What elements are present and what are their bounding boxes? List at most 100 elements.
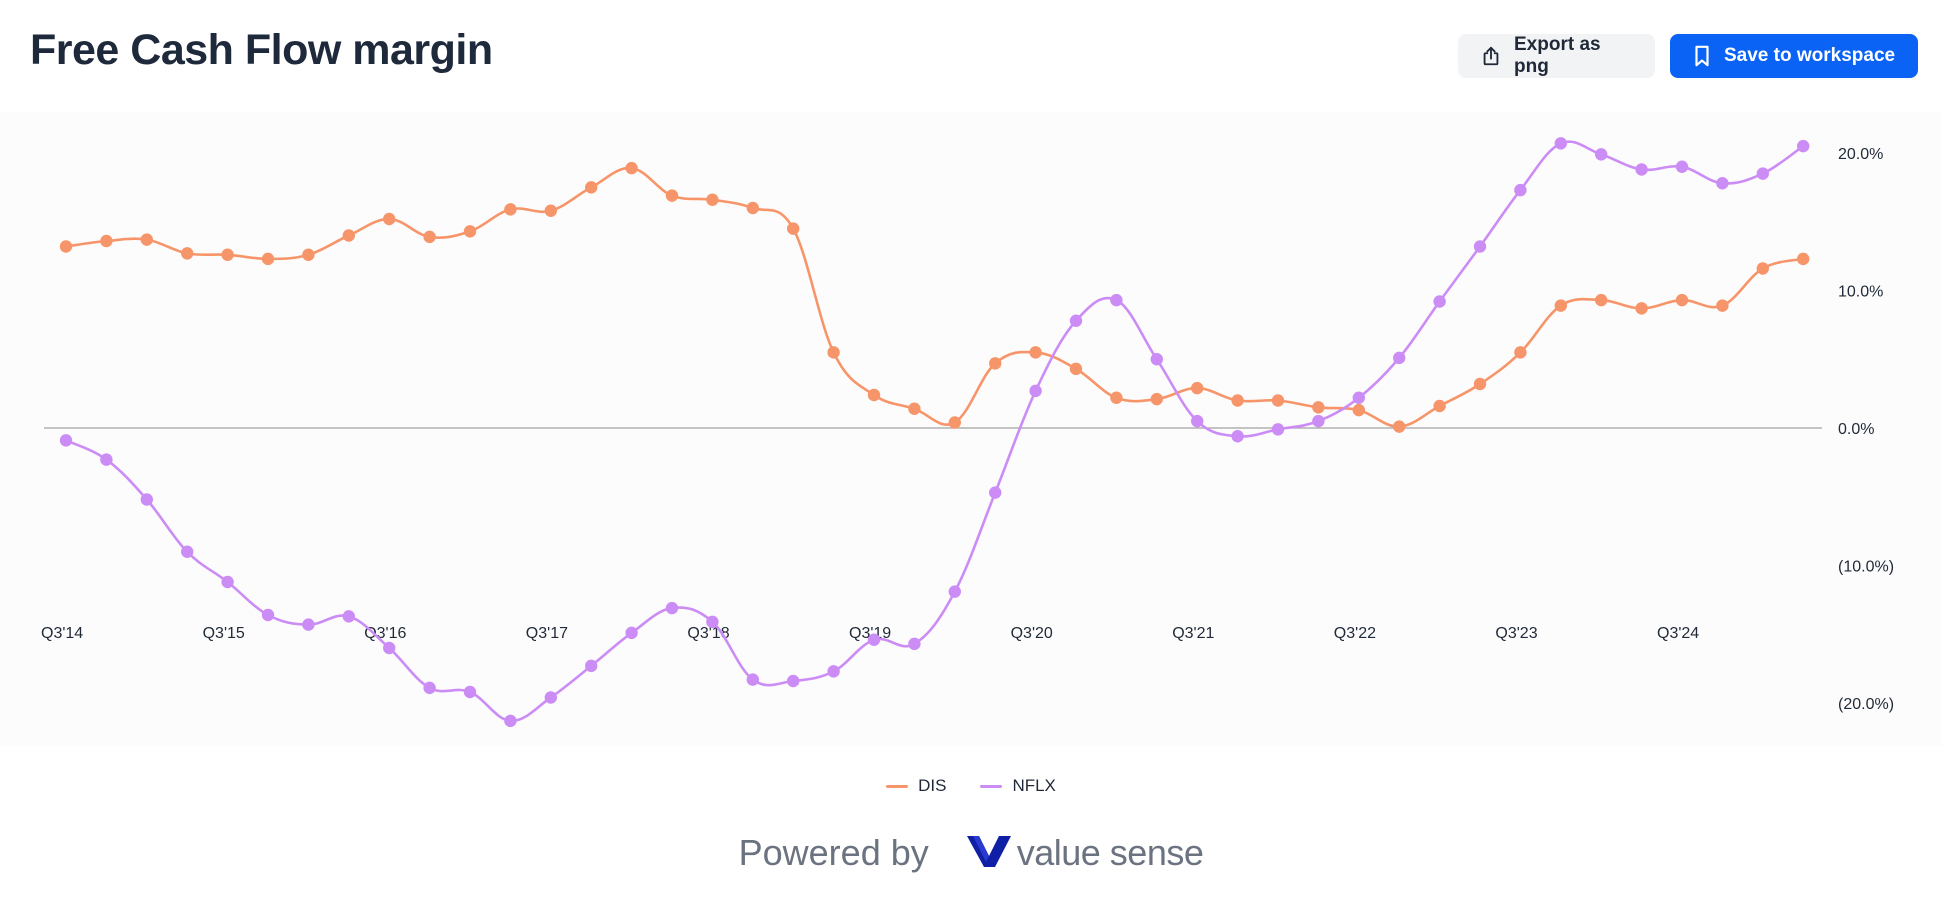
valuesense-logo-icon	[966, 834, 1011, 873]
data-point-nflx	[1271, 423, 1285, 436]
data-point-nflx	[423, 681, 436, 695]
data-point-nflx	[1352, 391, 1366, 404]
data-point-nflx	[504, 714, 517, 728]
legend-label-nflx: NFLX	[1012, 776, 1056, 795]
data-point-nflx	[908, 637, 921, 651]
data-point-nflx	[1433, 295, 1446, 308]
chart-panel: 20.0% 10.0% 0.0% (10.0%) (20.0%) Q3'14 Q3'15 Q3…	[0, 112, 1942, 746]
data-point-nflx	[1029, 384, 1042, 398]
y-tick-label: (20.0%)	[1838, 696, 1894, 713]
data-point-nflx	[1554, 137, 1568, 150]
data-point-dis	[827, 346, 840, 359]
legend-item-dis[interactable]: DIS	[886, 776, 946, 796]
data-point-dis	[1797, 252, 1810, 266]
data-point-dis	[140, 233, 153, 246]
export-png-label: Export as png	[1514, 34, 1601, 77]
data-point-dis	[787, 222, 800, 235]
data-point-dis	[665, 189, 679, 202]
data-point-dis	[1312, 401, 1325, 414]
data-point-dis	[1271, 394, 1285, 407]
export-png-button[interactable]: Export as png	[1458, 34, 1655, 78]
data-point-nflx	[1797, 139, 1810, 153]
data-point-nflx	[1635, 163, 1648, 176]
data-point-nflx	[746, 673, 759, 686]
data-point-nflx	[989, 486, 1002, 499]
data-point-dis	[504, 203, 517, 216]
data-point-dis	[908, 402, 921, 415]
data-point-dis	[1191, 381, 1204, 395]
data-point-nflx	[867, 633, 881, 646]
data-point-dis	[463, 225, 477, 238]
data-point-dis	[59, 240, 73, 253]
data-point-dis	[1069, 362, 1083, 376]
data-point-dis	[1756, 262, 1770, 275]
series-line-nflx	[65, 140, 1804, 723]
save-to-workspace-button[interactable]: Save to workspace	[1670, 34, 1918, 78]
data-point-dis	[342, 229, 355, 242]
data-point-nflx	[625, 626, 638, 640]
data-point-nflx	[100, 453, 113, 466]
data-point-dis	[423, 230, 436, 244]
data-point-nflx	[1393, 351, 1406, 365]
legend-swatch-nflx	[980, 784, 1003, 788]
page-title: Free Cash Flow margin	[30, 26, 493, 74]
x-tick-label: Q3'18	[687, 625, 729, 642]
legend-swatch-dis	[886, 784, 909, 788]
data-point-dis	[261, 252, 275, 266]
y-tick-label: (10.0%)	[1838, 559, 1894, 576]
data-point-nflx	[261, 608, 275, 622]
brand-name: value sense	[1016, 832, 1204, 873]
bookmark-icon	[1692, 45, 1712, 67]
y-tick-label: 20.0%	[1838, 146, 1883, 163]
data-point-dis	[1473, 377, 1487, 391]
data-point-dis	[1716, 299, 1729, 312]
data-point-dis	[948, 416, 961, 429]
data-point-nflx	[1312, 414, 1325, 428]
data-point-dis	[706, 193, 719, 206]
data-point-dis	[181, 247, 194, 260]
data-point-dis	[989, 357, 1002, 370]
data-point-nflx	[140, 493, 153, 506]
data-point-nflx	[827, 665, 840, 678]
data-point-dis	[1352, 403, 1366, 417]
data-point-dis	[585, 181, 598, 194]
data-point-nflx	[463, 685, 477, 699]
data-point-dis	[1433, 399, 1446, 413]
data-point-nflx	[585, 659, 598, 673]
brand-logo[interactable]: value sense	[966, 832, 1204, 874]
share-upload-icon	[1480, 45, 1502, 67]
data-point-nflx	[1595, 148, 1608, 161]
data-point-nflx	[1473, 240, 1487, 253]
data-point-nflx	[221, 575, 234, 589]
data-point-dis	[1393, 420, 1406, 433]
data-point-nflx	[665, 601, 679, 615]
data-point-dis	[1675, 293, 1689, 307]
x-tick-label: Q3'17	[526, 625, 568, 642]
data-point-nflx	[948, 585, 961, 598]
legend-item-nflx[interactable]: NFLX	[980, 776, 1056, 796]
data-point-dis	[1514, 346, 1527, 359]
fcf-margin-chart: 20.0% 10.0% 0.0% (10.0%) (20.0%) Q3'14 Q3'15 Q3…	[41, 137, 1894, 728]
series-line-dis	[65, 166, 1804, 428]
y-tick-label: 10.0%	[1838, 284, 1883, 301]
data-point-dis	[1635, 302, 1648, 315]
data-point-dis	[100, 234, 113, 248]
data-point-nflx	[1150, 353, 1164, 366]
data-point-nflx	[544, 691, 557, 704]
data-point-dis	[867, 388, 881, 402]
data-point-nflx	[1756, 167, 1770, 180]
data-point-nflx	[1191, 414, 1204, 428]
data-point-dis	[1029, 346, 1042, 359]
legend-label-dis: DIS	[918, 776, 947, 795]
data-point-dis	[625, 161, 638, 175]
data-point-dis	[746, 201, 759, 215]
x-tick-label: Q3'16	[364, 625, 406, 642]
x-tick-label: Q3'22	[1334, 625, 1376, 642]
powered-by-footer: Powered by value sense	[0, 832, 1942, 874]
data-point-nflx	[342, 610, 355, 623]
data-point-nflx	[59, 434, 73, 447]
data-point-nflx	[1514, 183, 1527, 197]
data-point-dis	[302, 248, 315, 261]
data-point-nflx	[706, 615, 719, 629]
data-point-dis	[1150, 392, 1164, 406]
